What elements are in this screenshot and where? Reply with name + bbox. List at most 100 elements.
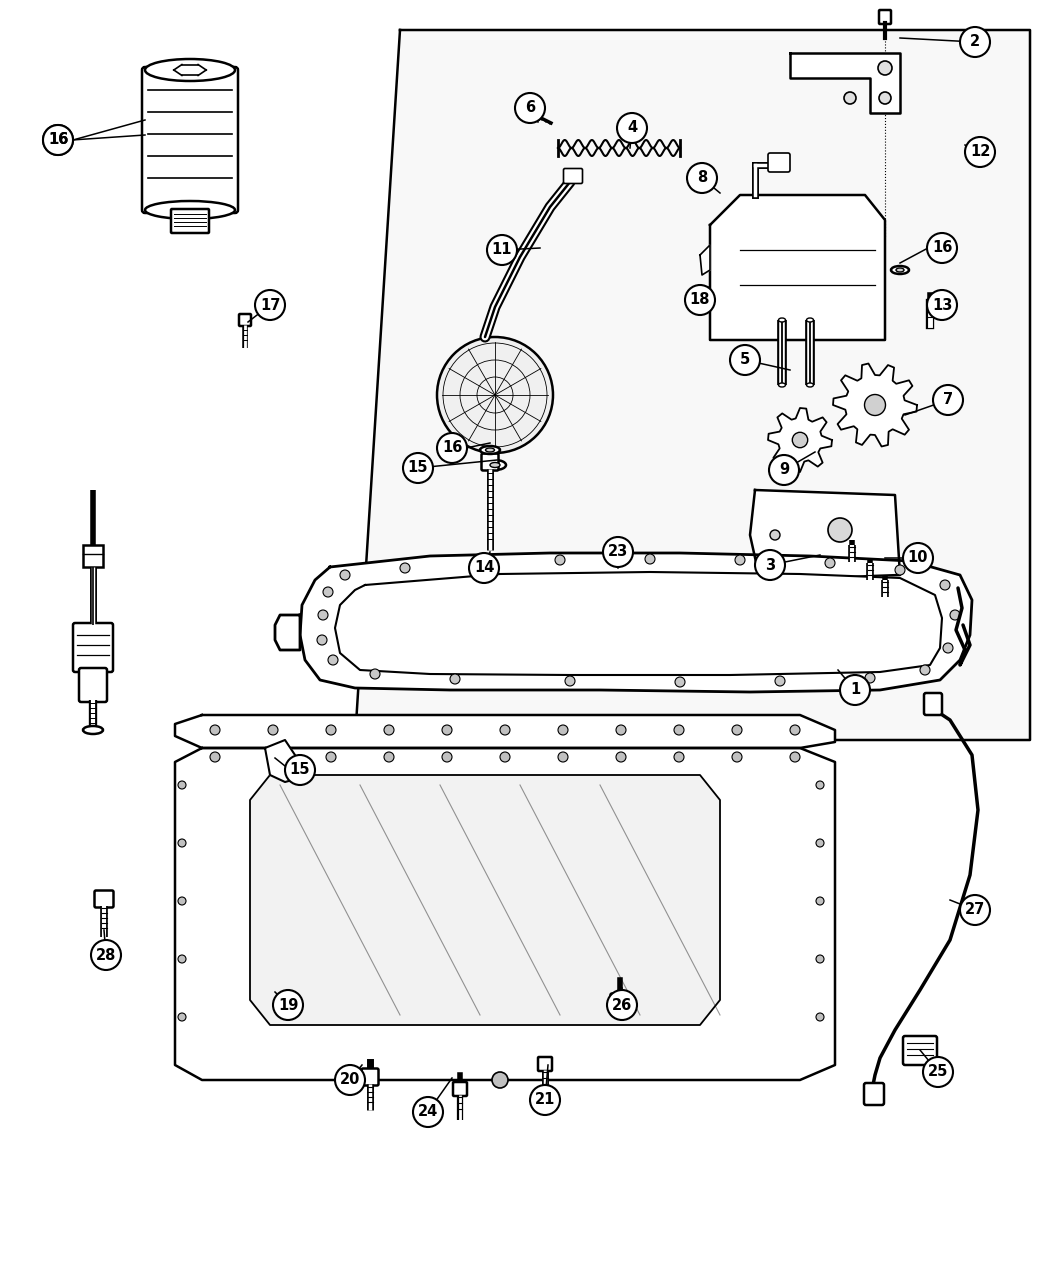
Circle shape (927, 290, 957, 321)
FancyBboxPatch shape (564, 169, 583, 184)
Circle shape (825, 558, 835, 568)
Circle shape (865, 395, 886, 415)
FancyBboxPatch shape (610, 994, 629, 1010)
Circle shape (442, 752, 452, 762)
Circle shape (816, 896, 824, 905)
Circle shape (318, 610, 328, 621)
Text: 3: 3 (765, 558, 775, 572)
Ellipse shape (490, 462, 500, 467)
Text: 27: 27 (965, 903, 985, 917)
Circle shape (442, 725, 452, 736)
FancyBboxPatch shape (768, 153, 790, 172)
Circle shape (370, 669, 380, 679)
Circle shape (933, 384, 963, 415)
Circle shape (878, 61, 892, 75)
Circle shape (730, 345, 760, 375)
Circle shape (413, 1097, 443, 1128)
Circle shape (816, 782, 824, 789)
Circle shape (816, 955, 824, 963)
Polygon shape (175, 715, 835, 748)
Ellipse shape (807, 318, 813, 322)
Ellipse shape (480, 446, 500, 455)
Circle shape (923, 1057, 953, 1087)
Polygon shape (768, 407, 832, 472)
Polygon shape (700, 245, 710, 275)
FancyBboxPatch shape (903, 1036, 937, 1065)
Ellipse shape (807, 383, 813, 387)
Circle shape (940, 580, 950, 590)
Circle shape (558, 725, 568, 736)
Circle shape (775, 676, 785, 686)
Circle shape (770, 530, 780, 540)
Circle shape (469, 553, 499, 584)
Circle shape (178, 955, 186, 963)
Ellipse shape (896, 268, 904, 272)
Ellipse shape (778, 383, 786, 387)
Text: 26: 26 (612, 997, 632, 1013)
Circle shape (530, 1085, 560, 1115)
Circle shape (618, 112, 647, 143)
Circle shape (755, 550, 785, 580)
Circle shape (790, 725, 800, 736)
Text: 16: 16 (442, 441, 462, 456)
Circle shape (43, 125, 73, 155)
Text: 19: 19 (278, 997, 298, 1013)
Circle shape (268, 752, 278, 762)
Circle shape (450, 674, 460, 684)
Circle shape (178, 1013, 186, 1022)
Circle shape (828, 518, 852, 541)
Circle shape (210, 725, 220, 736)
Text: 5: 5 (740, 352, 750, 368)
FancyBboxPatch shape (864, 1083, 884, 1105)
Text: 4: 4 (627, 120, 638, 135)
Circle shape (607, 990, 638, 1020)
Circle shape (603, 538, 633, 567)
Circle shape (326, 752, 336, 762)
Circle shape (839, 676, 870, 705)
FancyBboxPatch shape (83, 545, 103, 567)
Text: 8: 8 (696, 171, 707, 185)
Text: 28: 28 (96, 948, 116, 963)
Circle shape (178, 896, 186, 905)
Text: 16: 16 (932, 240, 952, 255)
Circle shape (500, 752, 510, 762)
Circle shape (470, 558, 480, 568)
Text: 11: 11 (491, 243, 512, 258)
FancyBboxPatch shape (171, 209, 209, 232)
Circle shape (555, 555, 565, 564)
Text: 15: 15 (408, 461, 428, 475)
Text: 21: 21 (534, 1093, 555, 1107)
Circle shape (960, 27, 990, 57)
Circle shape (790, 752, 800, 762)
Polygon shape (300, 553, 972, 692)
FancyBboxPatch shape (239, 314, 251, 326)
Text: 10: 10 (908, 550, 928, 566)
Circle shape (384, 725, 394, 736)
Polygon shape (335, 572, 942, 676)
Circle shape (210, 752, 220, 762)
Text: 12: 12 (970, 144, 990, 160)
Circle shape (558, 752, 568, 762)
Circle shape (403, 453, 433, 483)
Circle shape (529, 109, 541, 121)
Circle shape (178, 839, 186, 847)
Circle shape (865, 673, 875, 683)
Circle shape (816, 1013, 824, 1022)
Circle shape (616, 752, 626, 762)
Circle shape (487, 235, 517, 266)
Circle shape (268, 725, 278, 736)
Circle shape (437, 433, 467, 464)
Text: 20: 20 (340, 1073, 360, 1088)
Ellipse shape (486, 448, 494, 452)
Text: 18: 18 (690, 292, 710, 308)
Ellipse shape (145, 200, 235, 218)
Ellipse shape (145, 59, 235, 80)
Circle shape (732, 752, 742, 762)
Text: 2: 2 (970, 34, 980, 50)
Circle shape (328, 655, 338, 665)
Circle shape (792, 433, 808, 448)
Circle shape (943, 644, 953, 653)
Text: 15: 15 (289, 762, 310, 778)
Text: 25: 25 (928, 1065, 948, 1079)
Circle shape (895, 564, 905, 575)
